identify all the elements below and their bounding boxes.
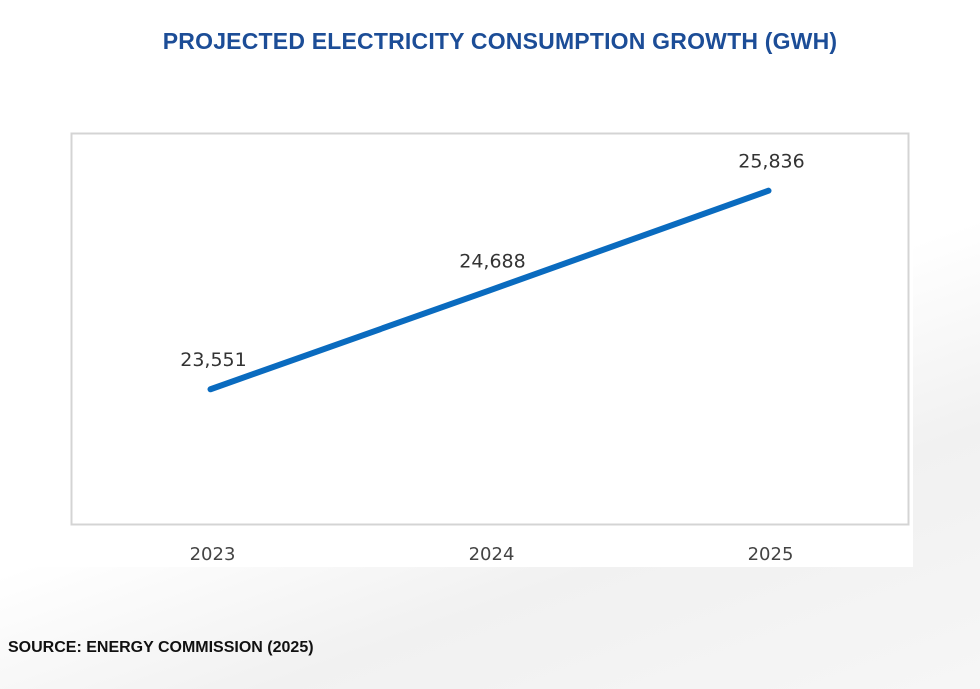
plot-area [70, 132, 910, 526]
x-tick-label: 2025 [748, 544, 794, 565]
data-label: 23,551 [180, 349, 246, 371]
chart-title: PROJECTED ELECTRICITY CONSUMPTION GROWTH… [162, 28, 838, 54]
data-label: 24,688 [459, 250, 525, 272]
data-label: 25,836 [738, 151, 804, 173]
x-tick-label: 2024 [469, 544, 515, 565]
source-note: SOURCE: ENERGY COMMISSION (2025) [8, 639, 314, 656]
series-line [207, 187, 772, 393]
x-tick-label: 2023 [190, 544, 236, 565]
